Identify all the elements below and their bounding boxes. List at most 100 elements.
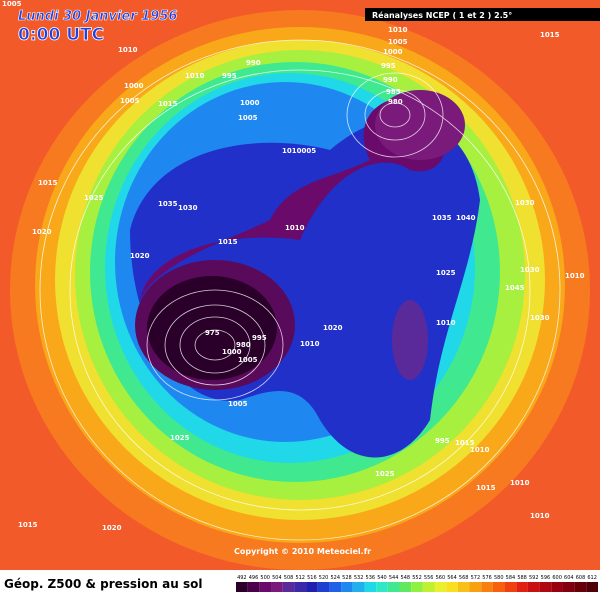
colorbar-label: 584 [506,575,516,581]
colorbar-swatch [306,582,318,592]
colorbar-swatch [539,582,552,592]
colorbar-swatch [341,582,353,592]
isobar-label: 1015 [218,238,238,246]
colorbar-label: 576 [482,575,492,581]
colorbar-label: 612 [587,575,597,581]
colorbar-swatch [457,582,470,592]
colorbar-label: 552 [412,575,422,581]
colorbar-label: 540 [377,575,387,581]
isobar-label: 1000 [222,348,242,356]
colorbar-label: 608 [576,575,586,581]
colorbar-swatch [586,582,598,592]
isobar-label: 1010 [470,446,490,454]
isobar-label: 1010 [565,272,585,280]
isobar-label: 990 [383,76,398,84]
colorbar-label: 512 [295,575,305,581]
colorbar-swatch [434,582,447,592]
footer-title: Géop. Z500 & pression au sol [4,577,202,591]
colorbar-label: 504 [272,575,282,581]
isobar-label: 1005 [238,356,258,364]
isobar-label: 1020 [323,324,343,332]
isobar-label: 1010005 [282,147,316,155]
isobar-label: 995 [252,334,267,342]
copyright: Copyright © 2010 Meteociel.fr [234,547,371,556]
colorbar-swatch [469,582,482,592]
colorbar-swatch [481,582,493,592]
isobar-label: 995 [381,62,396,70]
isobar-label: 1005 [2,0,22,8]
isobar-label: 975 [205,329,220,337]
colorbar-swatch [562,582,575,592]
colorbar-swatch [516,582,528,592]
colorbar-swatch [492,582,505,592]
isobar-label: 1030 [520,266,540,274]
colorbar-label: 520 [319,575,329,581]
colorbar-label: 492 [237,575,247,581]
isobar-label: 1025 [375,470,395,478]
isobar-label: 980 [236,341,251,349]
colorbar-swatch [399,582,412,592]
colorbar-swatch [259,582,272,592]
colorbar-swatch [387,582,400,592]
colorbar-swatch [574,582,587,592]
isobar-label: 985 [386,88,401,96]
isobar-label: 1010 [510,479,530,487]
header: Lundi 30 Janvier 1956 0:00 UTC Réanalyse… [18,8,600,45]
isobar-label: 1015 [540,31,560,39]
colorbar-label: 496 [249,575,259,581]
isobar-label: 995 [435,437,450,445]
isobar-label: 1015 [158,100,178,108]
colorbar-swatch [317,582,330,592]
isobar-label: 1025 [436,269,456,277]
colorbar-swatch [504,582,517,592]
isobar-label: 1015 [18,521,38,529]
colorbar-label: 572 [471,575,481,581]
isobar-label: 990 [246,59,261,67]
isobars [39,39,561,541]
time-label: 0:00 UTC [18,25,104,45]
isobar-label: 1005 [388,38,408,46]
date-label: Lundi 30 Janvier 1956 [18,9,177,24]
isobar-label: 1010 [118,46,138,54]
isobar-label: 1030 [178,204,198,212]
colorbar-swatch [236,582,248,592]
isobar-label: 1005 [228,400,248,408]
isobar-label: 1020 [102,524,122,532]
colorbar-label: 500 [260,575,270,581]
colorbar-label: 548 [401,575,411,581]
isobar-label: 1015 [455,439,475,447]
colorbar-label: 536 [366,575,376,581]
source-box [365,8,600,21]
isobar-label: 1045 [505,284,525,292]
colorbar-label: 568 [459,575,469,581]
colorbar-label: 588 [517,575,527,581]
colorbar-swatch [352,582,365,592]
isobar-label: 1030 [515,199,535,207]
colorbar-swatch [551,582,563,592]
isobar-label: 995 [222,72,237,80]
isobar-label: 1040 [456,214,476,222]
isobar-label: 980 [388,98,403,106]
colorbar-label: 560 [436,575,446,581]
colorbar-swatch [271,582,283,592]
source-label: Réanalyses NCEP ( 1 et 2 ) 2.5° [372,10,512,20]
colorbar-label: 516 [307,575,317,581]
isobar-label: 1000 [124,82,144,90]
isobar-label: 1035 [432,214,452,222]
isobar-label: 1020 [130,252,150,260]
colorbar-label: 532 [354,575,364,581]
colorbar-label: 524 [330,575,340,581]
geopotential-field [10,10,590,570]
isobar-label: 1000 [383,48,403,56]
colorbar-label: 592 [529,575,539,581]
colorbar-swatch [282,582,295,592]
colorbar-label: 604 [564,575,574,581]
isobar-label: 1010 [388,26,408,34]
isobar-label: 1000 [240,99,260,107]
isobar-label: 1020 [32,228,52,236]
colorbar-swatch [364,582,377,592]
isobar-label: 1005 [120,97,140,105]
colorbar-label: 544 [389,575,399,581]
